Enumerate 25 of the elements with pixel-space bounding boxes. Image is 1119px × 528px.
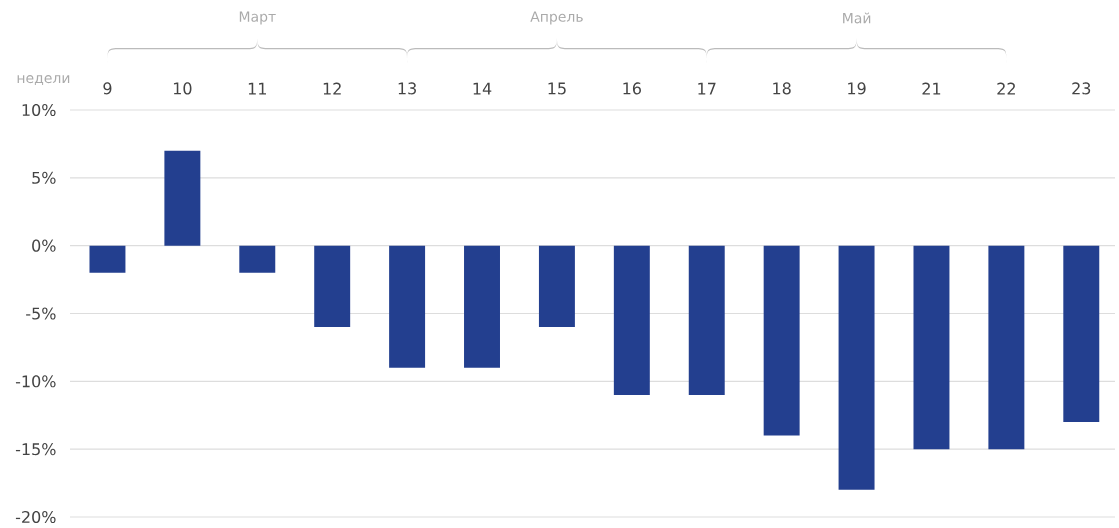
x-tick-label: 9 [103,82,112,95]
y-tick-label: -10% [15,375,56,388]
x-tick-label: 15 [548,82,566,95]
x-tick-label: 12 [323,82,341,95]
y-tick-label: 5% [32,171,56,184]
x-tick-label: 18 [773,82,791,95]
x-tick-label: 10 [173,82,192,95]
y-tick-label: -15% [15,442,56,456]
text: Май [843,12,871,24]
x-tick-label: 17 [698,82,716,95]
x-tick-label: 22 [997,82,1015,95]
x-tick-label: 23 [1072,82,1091,95]
y-tick-label: -20% [15,510,56,523]
x-axis-title: недели [17,74,70,85]
y-tick-label: 10% [22,103,56,116]
x-tick-label: 13 [398,82,416,95]
x-tick-label: 14 [473,82,492,95]
x-tick-label: 16 [623,82,641,95]
y-tick-label: 0% [32,239,56,252]
text: Март [239,11,276,25]
x-tick-label: 19 [848,82,866,95]
y-tick-label: -5% [26,307,56,320]
x-tick-label: 11 [248,82,266,95]
x-tick-label: 21 [922,82,941,95]
text: Апрель [530,11,583,25]
